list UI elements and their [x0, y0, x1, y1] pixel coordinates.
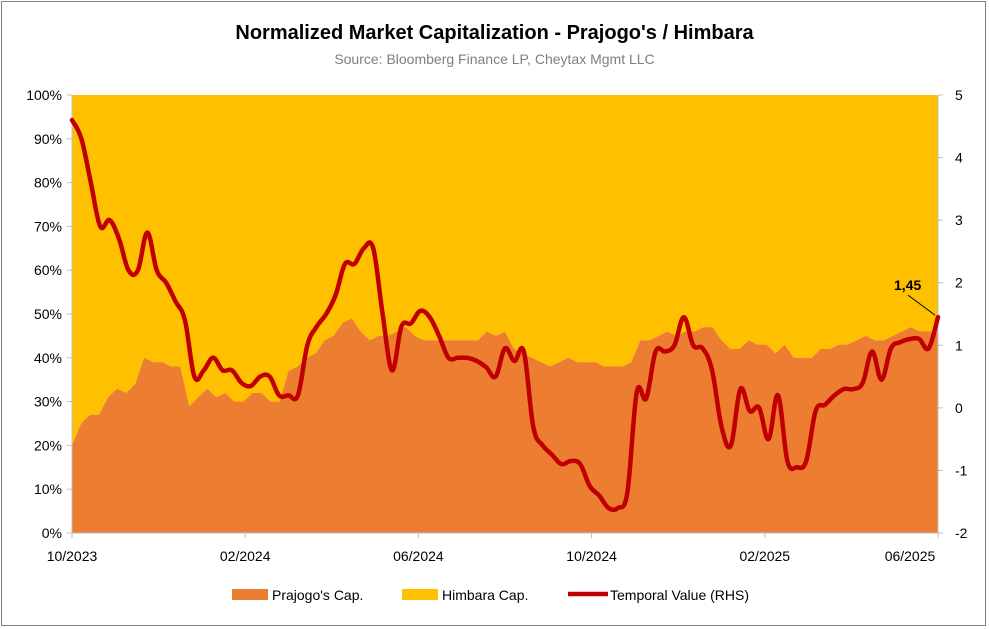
annotation-leader-line — [907, 294, 936, 316]
annotation-group: 1,45 — [894, 277, 936, 316]
x-tick-label: 06/2024 — [393, 548, 444, 564]
y-right-tick-label: 0 — [955, 400, 963, 416]
y-right-tick-label: 4 — [955, 150, 963, 166]
y-left-tick-label: 30% — [34, 394, 62, 410]
y-left-tick-label: 90% — [34, 131, 62, 147]
x-tick-label: 02/2025 — [739, 548, 790, 564]
y-right-tick-label: 1 — [955, 337, 963, 353]
legend-label-prajogo: Prajogo's Cap. — [272, 587, 363, 603]
legend-label-temporal: Temporal Value (RHS) — [610, 587, 749, 603]
y-right-tick-label: -2 — [955, 525, 968, 541]
y-left-tick-label: 10% — [34, 481, 62, 497]
line-temporal-value — [69, 117, 941, 513]
line-series-group — [69, 117, 941, 513]
y-left-tick-label: 100% — [26, 87, 62, 103]
y-left-tick-label: 20% — [34, 437, 62, 453]
x-tick-label: 10/2023 — [47, 548, 98, 564]
x-tick-label: 06/2025 — [885, 548, 936, 564]
area-himbara — [72, 95, 938, 446]
area-prajogo — [72, 318, 938, 533]
y-right-tick-label: 2 — [955, 275, 963, 291]
area-series-group — [72, 95, 938, 533]
y-left-tick-label: 0% — [42, 525, 62, 541]
legend: Prajogo's Cap. Himbara Cap. Temporal Val… — [232, 587, 749, 603]
tick-labels-group: 0% 10% 20% 30% 40% 50% 60% 70% 80% 90% 100% -2 -1 0 1 2… — [26, 87, 967, 564]
y-left-tick-label: 60% — [34, 262, 62, 278]
y-left-tick-label: 80% — [34, 175, 62, 191]
x-tick-label: 10/2024 — [566, 548, 617, 564]
chart-subtitle: Source: Bloomberg Finance LP, Cheytax Mg… — [334, 51, 655, 67]
y-left-tick-label: 40% — [34, 350, 62, 366]
y-left-tick-label: 70% — [34, 218, 62, 234]
y-left-tick-label: 50% — [34, 306, 62, 322]
legend-label-himbara: Himbara Cap. — [442, 587, 528, 603]
y-right-tick-label: -1 — [955, 462, 968, 478]
chart-title: Normalized Market Capitalization - Prajo… — [235, 22, 754, 44]
annotation-label: 1,45 — [894, 277, 921, 293]
y-right-tick-label: 3 — [955, 212, 963, 228]
y-right-tick-label: 5 — [955, 87, 963, 103]
legend-swatch-prajogo — [232, 589, 268, 600]
legend-swatch-himbara — [402, 589, 438, 600]
x-tick-label: 02/2024 — [220, 548, 271, 564]
